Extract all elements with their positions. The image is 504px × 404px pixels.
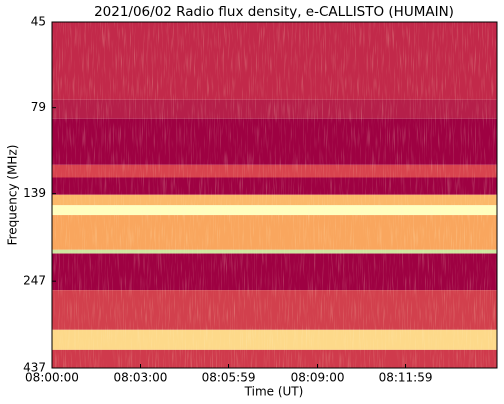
plot-frame bbox=[51, 21, 498, 369]
chart-title: 2021/06/02 Radio flux density, e-CALLIST… bbox=[94, 4, 454, 20]
y-tick-label: 247 bbox=[23, 274, 46, 288]
x-axis-label: Time (UT) bbox=[244, 385, 304, 399]
y-tick-label: 437 bbox=[23, 361, 46, 375]
y-axis-label: Frequency (MHz) bbox=[6, 145, 20, 246]
y-tick-label: 45 bbox=[31, 15, 46, 29]
x-tick-label: 08:11:59 bbox=[379, 371, 433, 385]
y-tick-label: 79 bbox=[31, 100, 46, 114]
texture bbox=[52, 22, 497, 368]
x-tick-label: 08:05:59 bbox=[202, 371, 256, 385]
x-tick-label: 08:00:00 bbox=[25, 371, 79, 385]
y-tick-label: 139 bbox=[23, 186, 46, 200]
x-tick-label: 08:03:00 bbox=[114, 371, 168, 385]
x-tick-label: 08:09:00 bbox=[291, 371, 345, 385]
